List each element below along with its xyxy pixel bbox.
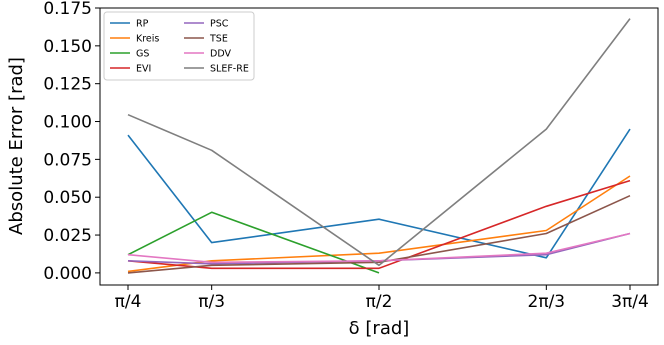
legend-label: Kreis [136, 34, 159, 45]
y-tick-label: 0.075 [43, 150, 92, 170]
legend-label: TSE [209, 34, 228, 45]
y-axis-ticks: 0.000 0.025 0.050 0.075 0.100 0.125 0.150 0.175 [43, 0, 100, 284]
legend-label: DDV [210, 49, 231, 60]
y-tick-label: 0.000 [43, 264, 92, 284]
y-tick-label: 0.175 [43, 0, 92, 19]
series-line-rp [127, 128, 631, 259]
x-tick-label: π/2 [366, 292, 393, 312]
y-tick-label: 0.125 [43, 75, 92, 95]
y-tick-label: 0.100 [43, 113, 92, 133]
x-axis-label: δ [rad] [349, 318, 410, 339]
series-line-ddv [127, 232, 631, 264]
y-tick-label: 0.050 [43, 188, 92, 208]
legend-label: RP [136, 19, 149, 30]
x-tick-label: π/3 [198, 292, 225, 312]
x-tick-label: 2π/3 [528, 292, 566, 312]
series-lines [127, 18, 631, 274]
y-tick-label: 0.025 [43, 226, 92, 246]
legend-label: EVI [136, 64, 151, 75]
y-axis-label: Absolute Error [rad] [6, 57, 27, 235]
series-line-slef-re [127, 18, 631, 267]
x-tick-label: 3π/4 [611, 292, 649, 312]
series-line-tse [127, 194, 631, 274]
legend-label: SLEF-RE [210, 64, 249, 75]
legend: RP Kreis GS EVI PSC TSE DDV SLEF-RE [103, 11, 255, 81]
x-tick-label: π/4 [115, 292, 142, 312]
series-line-gs [127, 211, 380, 274]
y-tick-label: 0.150 [43, 37, 92, 57]
legend-label: GS [136, 49, 149, 60]
x-axis-ticks: π/4 π/3 π/2 2π/3 3π/4 [115, 285, 649, 312]
legend-label: PSC [210, 19, 229, 30]
legend-box [103, 11, 255, 81]
series-line-evi [127, 179, 631, 270]
series-line-kreis [127, 175, 631, 273]
